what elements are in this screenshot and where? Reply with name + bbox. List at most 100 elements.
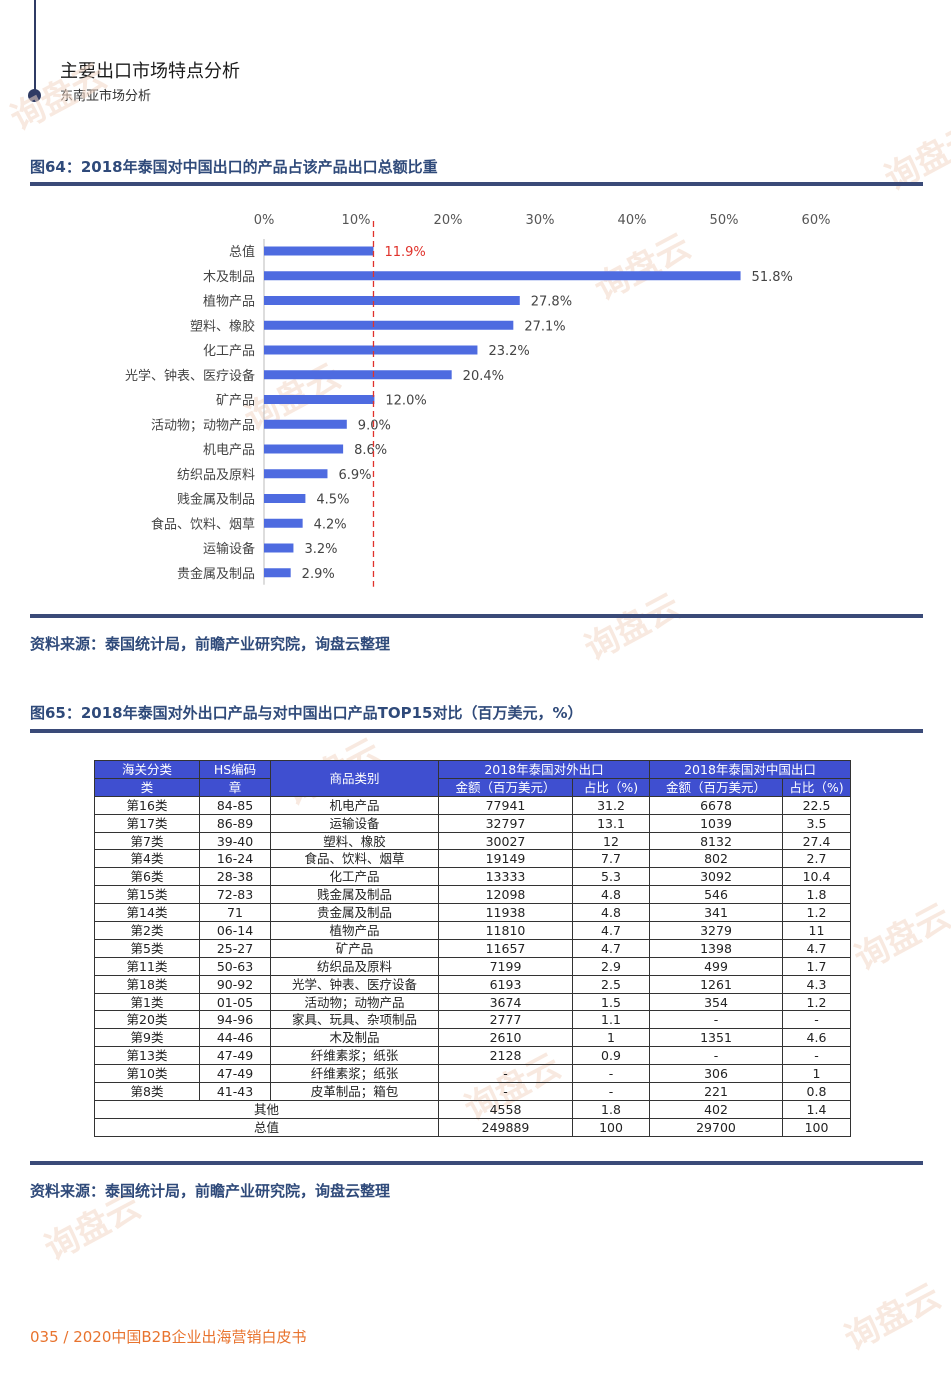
table-row: 第4类 16-24 食品、饮料、烟草 19149 7.7 802 2.7 [94, 849, 851, 869]
header-vertical-line [34, 0, 36, 92]
data-label: 27.8% [531, 295, 572, 310]
bar-chart: 0% 10% 20% 30% 40% 50% 60% 总值 11.9% 木及制品 51.8% 植物产品… [125, 213, 830, 587]
table-cell: 47-49 [199, 1046, 271, 1066]
source-note: 资料来源：泰国统计局，前瞻产业研究院，询盘云整理 [30, 635, 391, 653]
table-row: 第2类 06-14 植物产品 11810 4.7 3279 11 [94, 921, 851, 940]
table-cell: 贱金属及制品 [270, 885, 439, 905]
table-row: 第20类 94-96 家具、玩具、杂项制品 2777 1.1- - [94, 1010, 851, 1030]
bar [264, 395, 375, 404]
table-cell: 纤维素浆；纸张 [270, 1064, 439, 1084]
table-cell: 1398 [649, 938, 783, 958]
table-cell: 第9类 [94, 1028, 200, 1048]
figure-65-rule [30, 729, 923, 733]
bar [264, 296, 520, 305]
table-cell: 11 [782, 921, 851, 940]
bar [264, 469, 328, 479]
header-cell: 海关分类 [94, 760, 200, 779]
section-subtitle: 东南亚市场分析 [60, 89, 152, 104]
category-label: 矿产品 [216, 394, 255, 409]
table-cell: 第5类 [94, 938, 200, 958]
table-cell: - [572, 1064, 650, 1084]
data-label: 20.4% [463, 369, 504, 384]
page-footer: 035 / 2020中国B2B企业出海营销白皮书 [30, 1328, 307, 1346]
category-label: 木及制品 [203, 270, 255, 285]
category-label: 植物产品 [203, 295, 255, 310]
table-cell: 1 [572, 1028, 650, 1048]
data-label: 8.6% [354, 443, 387, 458]
table-cell: 第14类 [94, 903, 200, 923]
table-cell: 22.5 [782, 795, 851, 815]
table-cell: - [649, 1046, 783, 1066]
table-cell: 总值 [94, 1117, 439, 1137]
table-cell: 4.3 [782, 974, 851, 994]
table-cell: 249889 [438, 1117, 573, 1137]
table-cell: 纤维素浆；纸张 [270, 1046, 439, 1066]
header-cell: 占比（%) [782, 777, 851, 797]
header-cell: 金额（百万美元） [438, 777, 573, 797]
table-cell: 3674 [438, 992, 573, 1012]
category-label: 活动物；动物产品 [151, 418, 255, 433]
table-cell: 27.4 [782, 831, 851, 851]
table-cell: 木及制品 [270, 1028, 439, 1048]
table-cell: 50-63 [199, 956, 271, 976]
table-cell: 13333 [438, 867, 573, 887]
comparison-table: 海关分类 HS编码 商品类别 2018年泰国对外出口 2018年泰国对中国出口 … [94, 760, 851, 1137]
category-label: 贵金属及制品 [177, 566, 255, 582]
bar [264, 518, 303, 528]
table-cell: 94-96 [199, 1010, 271, 1030]
table-cell: 第8类 [94, 1082, 200, 1101]
section-title: 主要出口市场特点分析 [60, 61, 240, 82]
category-label: 机电产品 [203, 443, 255, 458]
data-label: 27.1% [524, 319, 565, 334]
table-cell: 41-43 [199, 1082, 271, 1101]
data-label: 23.2% [488, 344, 529, 359]
table-cell: 4558 [438, 1099, 573, 1119]
table-cell: 矿产品 [270, 938, 439, 958]
table-cell: 第18类 [94, 974, 200, 994]
category-label: 贱金属及制品 [177, 492, 255, 508]
x-tick-label: 20% [434, 213, 463, 228]
category-label: 塑料、橡胶 [190, 318, 255, 334]
table-cell: 25-27 [199, 938, 271, 958]
table-cell: 4.7 [572, 921, 650, 940]
bar [264, 320, 514, 330]
data-label: 9.0% [358, 418, 391, 433]
table-cell: 1.2 [782, 903, 851, 923]
data-label: 12.0% [385, 394, 426, 409]
table-cell: 3.5 [782, 813, 851, 833]
table-cell: 499 [649, 956, 783, 976]
bar [264, 543, 294, 553]
header-dot [28, 89, 41, 102]
table-cell: 30027 [438, 831, 573, 851]
bar [264, 419, 347, 429]
table-row: 第11类 50-63 纺织品及原料 7199 2.9 499 1.7 [94, 956, 851, 976]
table-cell: 47-49 [199, 1064, 271, 1084]
table-cell: 4.6 [782, 1028, 851, 1048]
table-cell: 11938 [438, 903, 573, 923]
bar [264, 494, 306, 503]
table-cell: 3092 [649, 867, 783, 887]
table-cell: - [782, 1010, 851, 1030]
table-cell: 1.2 [782, 992, 851, 1012]
table-cell: 第13类 [94, 1046, 200, 1066]
table-cell: - [782, 1046, 851, 1066]
data-label: 2.9% [302, 567, 335, 582]
figure-64-rule [30, 182, 923, 186]
header-cell: 章 [199, 777, 271, 797]
table-row: 第18类 90-92 光学、钟表、医疗设备 6193 2.5 1261 4.3 [94, 974, 851, 994]
table-row: 第13类 47-49 纤维素浆；纸张 2128 0.9- - [94, 1046, 851, 1066]
table-cell: 90-92 [199, 974, 271, 994]
table-cell: 1 [782, 1064, 851, 1084]
table-cell: 运输设备 [270, 813, 439, 833]
figure-65-title: 图65：2018年泰国对外出口产品与对中国出口产品TOP15对比（百万美元，%） [30, 704, 583, 722]
watermark: 询盘云 [848, 895, 951, 980]
table-cell: 44-46 [199, 1028, 271, 1048]
table-cell: 12 [572, 831, 650, 851]
bar [264, 568, 291, 578]
header-cell: 金额（百万美元） [649, 777, 783, 797]
table-cell: 6678 [649, 795, 783, 815]
table-cell: 1.8 [782, 885, 851, 905]
table-cell: 402 [649, 1099, 783, 1119]
table-cell: 06-14 [199, 921, 271, 940]
x-tick-label: 30% [526, 213, 555, 228]
